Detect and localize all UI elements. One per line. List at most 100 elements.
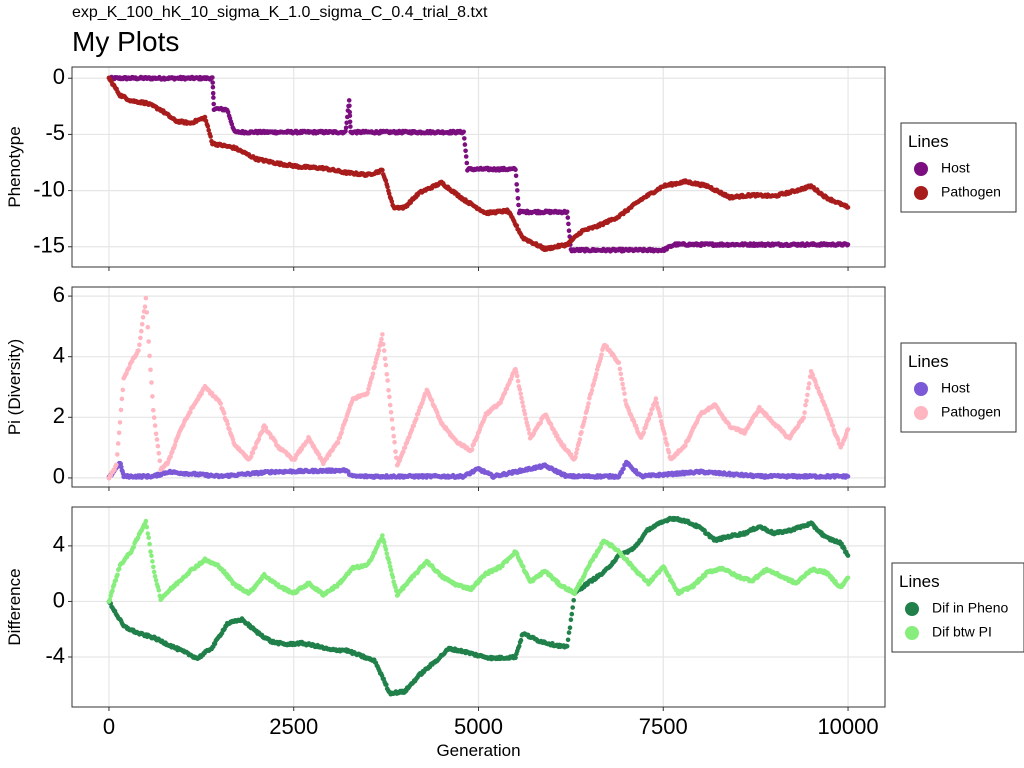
data-point bbox=[225, 421, 230, 427]
data-point bbox=[152, 574, 158, 579]
data-point bbox=[138, 335, 143, 341]
data-point bbox=[381, 342, 386, 347]
data-point bbox=[365, 390, 370, 396]
data-point bbox=[659, 422, 665, 428]
data-point bbox=[205, 124, 211, 129]
data-point bbox=[391, 433, 397, 439]
data-point bbox=[566, 221, 571, 227]
data-point bbox=[813, 379, 818, 385]
data-point bbox=[620, 381, 625, 387]
data-point bbox=[206, 127, 211, 133]
data-point bbox=[650, 406, 655, 412]
data-point bbox=[525, 423, 530, 429]
data-point bbox=[463, 148, 468, 154]
chart-title: My Plots bbox=[72, 26, 180, 57]
data-point bbox=[127, 365, 132, 370]
data-point bbox=[683, 443, 688, 448]
data-point bbox=[387, 402, 393, 408]
data-point bbox=[579, 430, 584, 435]
data-point bbox=[514, 373, 520, 379]
data-point bbox=[137, 342, 142, 348]
data-point bbox=[202, 114, 208, 120]
data-point bbox=[263, 425, 269, 431]
data-point bbox=[521, 564, 526, 569]
y-tick-label: -15 bbox=[33, 233, 65, 258]
data-point bbox=[599, 352, 604, 358]
data-point bbox=[120, 387, 126, 393]
legend-entry: Pathogen bbox=[941, 184, 1001, 200]
data-point bbox=[380, 167, 385, 173]
data-point bbox=[117, 420, 123, 425]
data-point bbox=[517, 387, 523, 392]
data-point bbox=[617, 366, 623, 372]
legend-key bbox=[914, 406, 928, 420]
data-point bbox=[618, 371, 624, 377]
data-point bbox=[136, 348, 141, 353]
data-point bbox=[574, 446, 580, 452]
data-point bbox=[656, 407, 661, 412]
data-point bbox=[380, 533, 385, 538]
data-point bbox=[462, 142, 468, 147]
data-point bbox=[571, 598, 576, 603]
data-point bbox=[114, 462, 119, 468]
data-point bbox=[582, 415, 588, 421]
data-point bbox=[152, 423, 158, 428]
data-point bbox=[156, 588, 162, 593]
data-point bbox=[393, 585, 398, 590]
data-point bbox=[819, 394, 824, 400]
data-point bbox=[370, 371, 376, 377]
data-point bbox=[153, 578, 159, 583]
data-point bbox=[402, 445, 408, 450]
data-point bbox=[462, 136, 467, 141]
data-point bbox=[188, 410, 193, 415]
data-point bbox=[516, 643, 522, 649]
data-point bbox=[115, 441, 121, 446]
data-point bbox=[343, 125, 349, 130]
data-point bbox=[211, 101, 216, 107]
data-point bbox=[347, 103, 352, 109]
series-dif-btw-pi bbox=[106, 518, 851, 604]
data-point bbox=[385, 184, 390, 190]
data-point bbox=[803, 402, 808, 408]
data-point bbox=[810, 372, 816, 378]
legend-key bbox=[914, 382, 928, 396]
data-point bbox=[662, 431, 667, 437]
data-point bbox=[250, 450, 256, 456]
data-point bbox=[411, 423, 417, 429]
data-point bbox=[147, 541, 152, 547]
data-point bbox=[513, 173, 519, 179]
data-point bbox=[387, 560, 392, 566]
data-point bbox=[154, 437, 160, 442]
data-point bbox=[801, 415, 806, 421]
data-point bbox=[140, 315, 146, 320]
data-point bbox=[581, 419, 587, 424]
data-point bbox=[523, 416, 529, 421]
data-point bbox=[522, 411, 528, 417]
data-point bbox=[387, 564, 393, 569]
data-point bbox=[554, 433, 560, 439]
data-point bbox=[845, 553, 851, 558]
data-point bbox=[383, 362, 389, 368]
data-point bbox=[146, 535, 151, 540]
y-tick-label: 4 bbox=[53, 343, 65, 368]
data-point bbox=[521, 404, 526, 409]
data-point bbox=[513, 655, 518, 660]
data-point bbox=[388, 410, 394, 415]
data-point bbox=[564, 644, 570, 649]
data-point bbox=[586, 401, 591, 406]
data-point bbox=[115, 572, 120, 578]
data-point bbox=[520, 400, 525, 405]
data-point bbox=[379, 336, 384, 342]
data-point bbox=[139, 328, 144, 334]
data-point bbox=[346, 98, 352, 103]
data-point bbox=[806, 381, 812, 386]
data-point bbox=[381, 348, 387, 353]
data-point bbox=[339, 430, 344, 435]
data-point bbox=[826, 412, 831, 418]
legend-title: Lines bbox=[908, 352, 949, 371]
data-point bbox=[835, 437, 841, 442]
data-point bbox=[111, 582, 117, 587]
data-point bbox=[151, 415, 157, 420]
data-point bbox=[516, 202, 521, 208]
